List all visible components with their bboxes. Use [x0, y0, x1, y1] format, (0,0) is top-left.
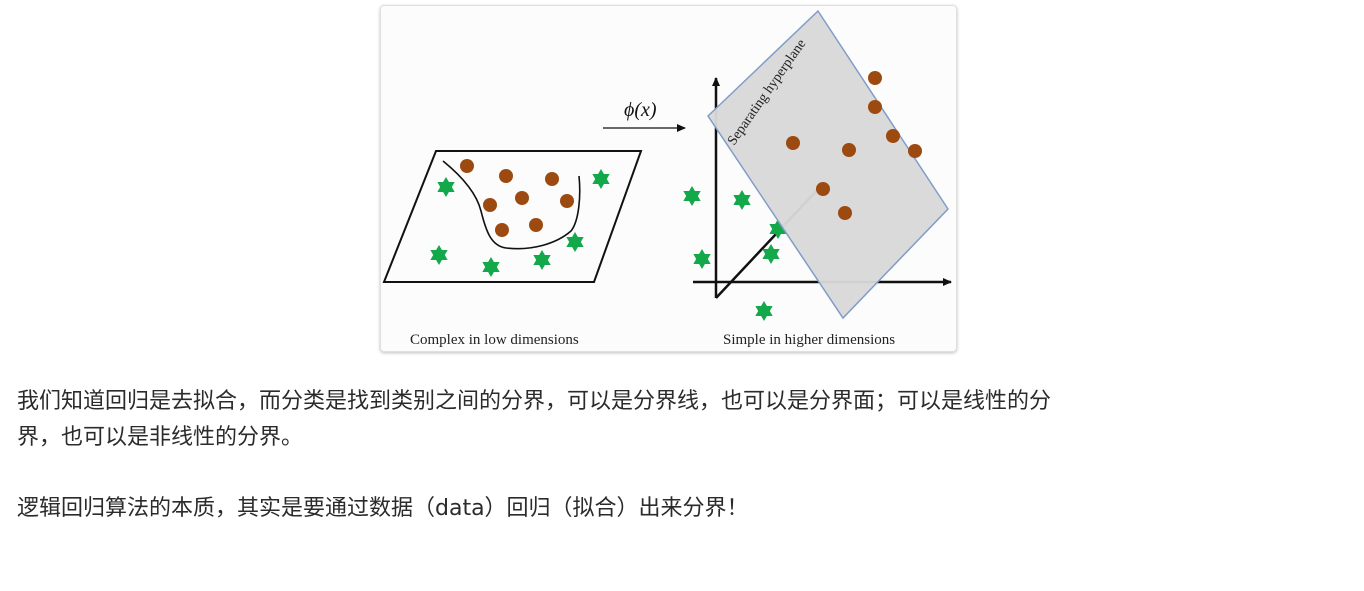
circle-point-icon — [786, 136, 800, 150]
star-point-icon — [693, 249, 711, 269]
circle-point-icon — [816, 182, 830, 196]
left-circle-points — [460, 159, 574, 237]
paragraph-line-1: 我们知道回归是去拟合，而分类是找到类别之间的分界，可以是分界线，也可以是分界面；… — [17, 389, 1052, 414]
right-circle-points — [786, 71, 922, 220]
circle-point-icon — [868, 71, 882, 85]
star-point-icon — [437, 177, 455, 197]
right-caption: Simple in higher dimensions — [723, 332, 895, 348]
circle-point-icon — [529, 218, 543, 232]
circle-point-icon — [838, 206, 852, 220]
circle-point-icon — [515, 191, 529, 205]
circle-point-icon — [908, 144, 922, 158]
circle-point-icon — [842, 143, 856, 157]
paragraph-logistic-regression: 逻辑回归算法的本质，其实是要通过数据（data）回归（拟合）出来分界！ — [17, 496, 749, 521]
star-point-icon — [482, 257, 500, 277]
star-point-icon — [566, 232, 584, 252]
star-point-icon — [683, 186, 701, 206]
star-point-icon — [430, 245, 448, 265]
mapping-function-label: ϕ(x) — [624, 99, 657, 121]
left-star-points — [430, 169, 610, 277]
paragraph-classification: 我们知道回归是去拟合，而分类是找到类别之间的分界，可以是分界线，也可以是分界面；… — [17, 384, 1317, 456]
mapping-arrow: ϕ(x) — [603, 99, 686, 132]
circle-point-icon — [483, 198, 497, 212]
high-dimension-panel: Separating hyperplane — [683, 9, 952, 321]
low-dimension-panel — [382, 150, 643, 283]
circle-point-icon — [495, 223, 509, 237]
nonlinear-boundary-curve — [442, 160, 581, 250]
separating-hyperplane — [707, 9, 949, 320]
left-caption: Complex in low dimensions — [410, 332, 579, 348]
circle-point-icon — [868, 100, 882, 114]
star-point-icon — [533, 250, 551, 270]
circle-point-icon — [886, 129, 900, 143]
kernel-mapping-diagram: ϕ(x) Separating hyperplane Complex in lo… — [382, 9, 952, 348]
circle-point-icon — [460, 159, 474, 173]
star-point-icon — [592, 169, 610, 189]
paragraph-line-2: 界，也可以是非线性的分界。 — [17, 425, 304, 450]
star-point-icon — [755, 301, 773, 321]
star-point-icon — [733, 190, 751, 210]
circle-point-icon — [545, 172, 559, 186]
low-dimension-plane — [382, 150, 643, 283]
circle-point-icon — [560, 194, 574, 208]
circle-point-icon — [499, 169, 513, 183]
figure-image: ϕ(x) Separating hyperplane Complex in lo… — [380, 5, 957, 352]
